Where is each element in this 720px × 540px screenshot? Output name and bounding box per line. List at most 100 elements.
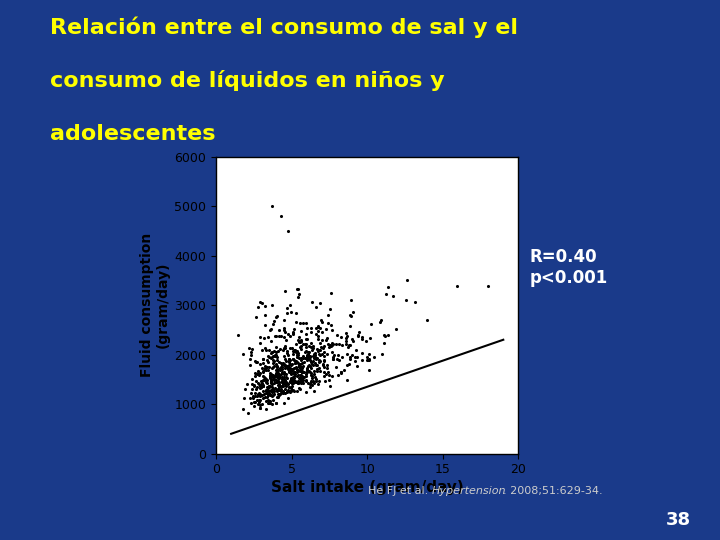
Point xyxy=(271,355,283,364)
Point xyxy=(351,353,363,361)
Point xyxy=(245,351,256,360)
Point xyxy=(301,366,312,375)
Point xyxy=(368,353,379,361)
Point xyxy=(328,354,339,363)
Point xyxy=(265,377,276,386)
Point xyxy=(300,354,311,363)
Point xyxy=(293,384,305,393)
Point xyxy=(294,363,305,372)
Point xyxy=(293,290,305,299)
Point xyxy=(255,382,266,390)
Point xyxy=(317,359,328,368)
Point xyxy=(319,377,330,386)
Point xyxy=(274,373,285,381)
Point xyxy=(315,351,326,360)
Point xyxy=(294,385,306,394)
Point xyxy=(281,387,292,395)
Point xyxy=(336,340,348,349)
Point xyxy=(279,379,290,388)
Point xyxy=(249,397,261,406)
Point xyxy=(292,371,304,380)
Point xyxy=(284,377,296,386)
Point xyxy=(290,363,302,372)
Point xyxy=(251,358,262,367)
Point xyxy=(284,387,296,395)
Point xyxy=(297,354,309,362)
Point xyxy=(297,362,308,370)
Point xyxy=(256,391,268,400)
Point xyxy=(307,356,319,365)
Point xyxy=(271,385,283,394)
Point xyxy=(287,379,298,387)
Point xyxy=(310,353,322,362)
Point xyxy=(276,363,288,372)
Point xyxy=(254,360,266,368)
Point xyxy=(312,364,323,373)
Point xyxy=(353,328,364,336)
Point xyxy=(284,365,295,374)
Point xyxy=(257,355,269,364)
Point xyxy=(332,355,343,363)
Point xyxy=(273,376,284,385)
Point xyxy=(249,372,261,380)
Point xyxy=(282,347,293,355)
Point xyxy=(282,363,293,372)
Point xyxy=(306,372,318,380)
Point xyxy=(263,346,274,355)
Point xyxy=(270,348,282,356)
Point xyxy=(269,390,280,399)
Point xyxy=(287,386,298,394)
Point xyxy=(319,348,330,356)
Point xyxy=(294,319,306,327)
Point xyxy=(278,368,289,376)
Point xyxy=(295,354,307,362)
Point xyxy=(261,362,273,371)
Point xyxy=(287,377,299,386)
Point xyxy=(269,351,280,360)
Point xyxy=(279,375,290,383)
Point xyxy=(287,386,298,394)
Point xyxy=(310,330,321,339)
Point xyxy=(326,339,338,348)
Point xyxy=(295,374,307,383)
Point xyxy=(309,379,320,388)
Point xyxy=(323,368,334,376)
Point xyxy=(272,374,284,382)
Point xyxy=(284,388,296,397)
Point xyxy=(259,363,271,372)
Text: adolescentes: adolescentes xyxy=(50,124,216,144)
Point xyxy=(281,372,292,381)
Point xyxy=(305,356,316,364)
Point xyxy=(267,395,279,404)
Point xyxy=(294,359,305,368)
Point xyxy=(292,367,304,375)
Point xyxy=(275,212,287,220)
Point xyxy=(300,329,312,338)
Point xyxy=(258,374,270,383)
Point xyxy=(237,405,248,414)
Point xyxy=(246,345,258,353)
Point xyxy=(250,376,261,385)
Point xyxy=(258,373,270,381)
Point xyxy=(272,390,284,399)
Point xyxy=(322,319,333,328)
Point xyxy=(248,380,259,389)
Point xyxy=(379,339,390,348)
Point xyxy=(289,325,300,333)
Point xyxy=(305,369,317,377)
Point xyxy=(271,366,282,375)
Point xyxy=(333,355,345,364)
Point xyxy=(343,360,354,368)
Point xyxy=(279,378,290,387)
Point xyxy=(269,379,280,387)
Point xyxy=(276,388,287,397)
Point xyxy=(252,400,264,408)
Point xyxy=(300,319,311,327)
Point xyxy=(294,377,305,386)
Point xyxy=(276,376,288,385)
Point xyxy=(288,363,300,372)
Point xyxy=(314,356,325,365)
Point xyxy=(293,376,305,385)
Point xyxy=(289,359,301,368)
Point xyxy=(272,381,284,389)
